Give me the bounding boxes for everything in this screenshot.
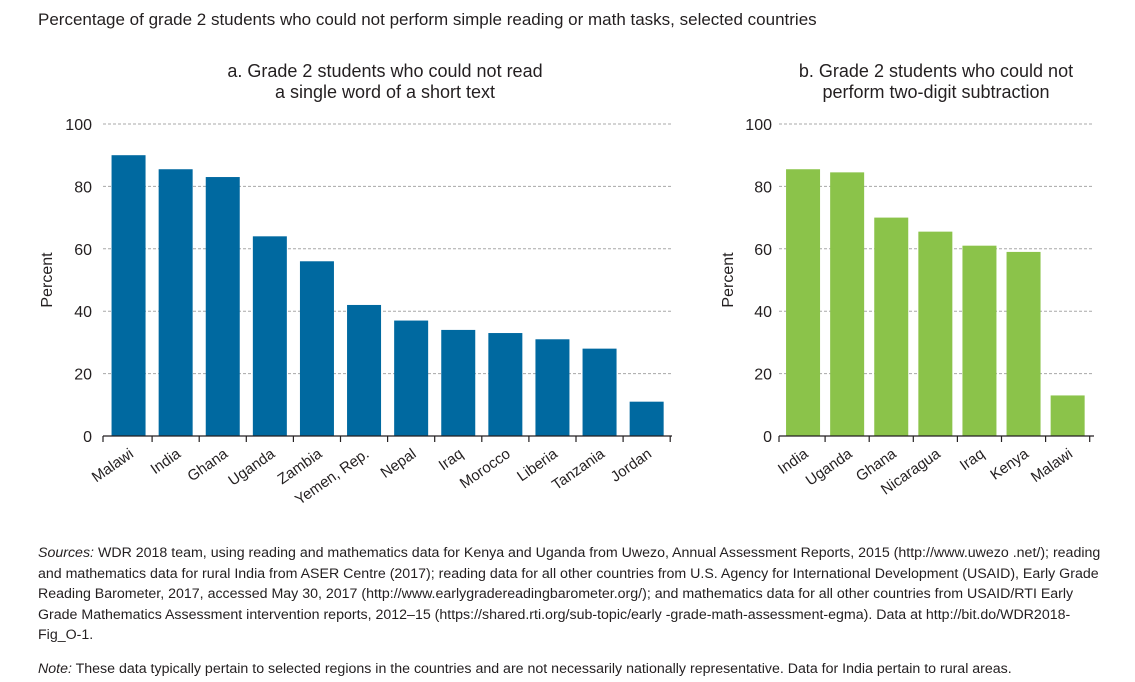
- chart-title: a. Grade 2 students who could not read a …: [227, 61, 542, 102]
- chart-title-line: a. Grade 2 students who could not read: [227, 61, 542, 81]
- y-tick-label: 40: [74, 304, 92, 321]
- y-axis-label: Percent: [720, 252, 737, 308]
- bar-yemen-rep-: [347, 304, 382, 436]
- bar-malawi: [1050, 395, 1085, 436]
- bar-nepal: [394, 320, 429, 436]
- y-tick-label: 20: [74, 367, 92, 384]
- note-label: Note:: [38, 661, 72, 677]
- chart-title-line: perform two-digit subtraction: [822, 82, 1049, 102]
- x-tick-label: Jordan: [608, 445, 655, 485]
- bar-jordan: [629, 401, 664, 436]
- note-body: These data typically pertain to selected…: [71, 661, 1012, 677]
- y-tick-label: 80: [754, 179, 772, 196]
- charts-area: a. Grade 2 students who could not read a …: [39, 61, 1094, 509]
- bar-nicaragua: [918, 231, 953, 436]
- x-tick-label: Uganda: [225, 445, 278, 489]
- bar-ghana: [874, 217, 909, 436]
- figure-title: Percentage of grade 2 students who could…: [38, 10, 817, 29]
- panel-a-reading-chart: a. Grade 2 students who could not read a …: [39, 61, 672, 509]
- bar-tanzania: [582, 348, 617, 436]
- chart-title-line: a single word of a short text: [275, 82, 495, 102]
- y-tick-label: 100: [745, 117, 772, 134]
- bar-iraq: [441, 329, 476, 436]
- x-tick-label: Nepal: [378, 445, 420, 481]
- sources-label: Sources:: [38, 545, 94, 561]
- y-tick-label: 20: [754, 367, 772, 384]
- bar-ghana: [205, 177, 240, 437]
- x-tick-label: India: [148, 445, 185, 478]
- y-tick-label: 60: [74, 242, 92, 259]
- bar-india: [158, 169, 193, 437]
- y-tick-label: 40: [754, 304, 772, 321]
- x-tick-label: Morocco: [457, 445, 514, 492]
- sources-text: Sources: WDR 2018 team, using reading an…: [38, 543, 1108, 646]
- y-axis-label: Percent: [39, 252, 56, 308]
- x-tick-label: Iraq: [436, 445, 467, 474]
- bar-zambia: [299, 261, 334, 436]
- x-tick-label: Malawi: [89, 445, 137, 486]
- y-tick-label: 100: [65, 117, 92, 134]
- y-tick-label: 80: [74, 179, 92, 196]
- bar-liberia: [535, 339, 570, 436]
- bar-kenya: [1006, 251, 1041, 436]
- x-tick-label: Tanzania: [549, 445, 608, 494]
- x-tick-label: Uganda: [803, 445, 856, 489]
- bar-uganda: [830, 172, 865, 437]
- x-tick-label: Kenya: [987, 445, 1032, 484]
- x-tick-label: Ghana: [184, 445, 231, 485]
- y-tick-label: 0: [83, 429, 92, 446]
- x-tick-label: Iraq: [957, 445, 988, 474]
- bar-uganda: [252, 236, 287, 436]
- chart-title-line: b. Grade 2 students who could not: [799, 61, 1073, 81]
- note-text: Note: These data typically pertain to se…: [38, 659, 1108, 680]
- y-tick-label: 60: [754, 242, 772, 259]
- chart-title: b. Grade 2 students who could not perform…: [799, 61, 1073, 102]
- x-tick-label: Malawi: [1028, 445, 1076, 486]
- bar-india: [786, 169, 821, 437]
- panel-b-math-chart: b. Grade 2 students who could not perform…: [720, 61, 1094, 498]
- sources-body: WDR 2018 team, using reading and mathema…: [38, 545, 1101, 643]
- bar-iraq: [962, 245, 997, 436]
- bar-morocco: [488, 333, 523, 436]
- y-tick-label: 0: [763, 429, 772, 446]
- bar-malawi: [111, 155, 146, 436]
